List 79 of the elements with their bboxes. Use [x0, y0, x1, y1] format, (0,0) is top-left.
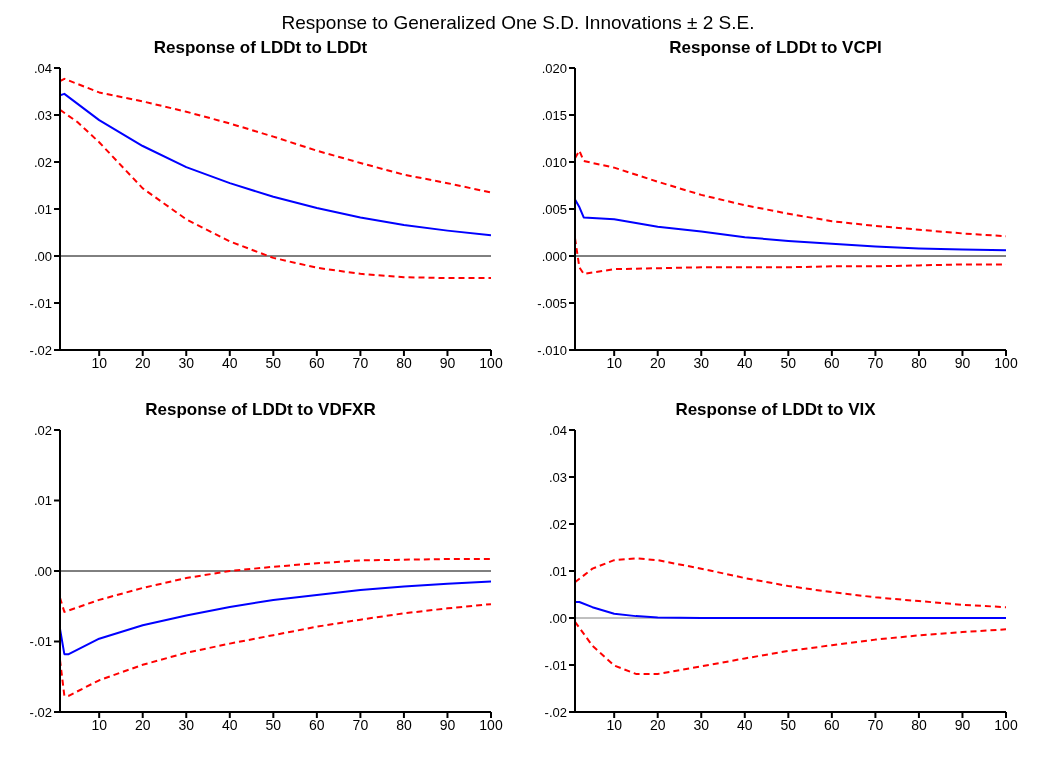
- x-tick-label: 60: [309, 716, 325, 733]
- x-tick-label: 20: [649, 716, 666, 733]
- x-tick-label: 30: [693, 354, 710, 371]
- x-tick-label: 10: [91, 354, 108, 371]
- x-tick-label: 80: [911, 716, 927, 733]
- x-tick-label: 70: [867, 716, 884, 733]
- y-tick-label: .02: [33, 422, 52, 438]
- x-tick-label: 40: [222, 354, 238, 371]
- x-tick-label: 10: [606, 716, 623, 733]
- line-series: [575, 620, 1006, 675]
- x-tick-label: 20: [134, 354, 151, 371]
- y-tick-label: .00: [33, 248, 52, 264]
- x-tick-label: 50: [265, 716, 282, 733]
- x-tick-label: 40: [737, 716, 753, 733]
- chart-title: Response of LDDt to VDFXR: [144, 400, 377, 421]
- y-tick-label: -.01: [544, 657, 567, 673]
- x-tick-label: 70: [352, 354, 369, 371]
- x-tick-label: 100: [479, 354, 503, 371]
- x-tick-label: 40: [737, 354, 753, 371]
- y-tick-label: .005: [541, 201, 567, 217]
- x-tick-label: 10: [606, 354, 623, 371]
- y-tick-label: -.02: [544, 704, 567, 720]
- y-tick-label: -.02: [29, 704, 52, 720]
- y-tick-label: -.005: [537, 295, 567, 311]
- y-tick-label: .02: [548, 516, 567, 532]
- x-tick-label: 90: [954, 354, 971, 371]
- y-tick-label: -.01: [29, 295, 52, 311]
- chart-title: Response of LDDt to LDDt: [152, 38, 369, 59]
- text: Response to Generalized One S.D. Innovations ± 2 S.E.: [280, 11, 756, 35]
- line-series: [575, 601, 1006, 619]
- y-tick-label: -.02: [29, 342, 52, 358]
- x-tick-label: 100: [479, 716, 503, 733]
- line-series: [60, 92, 491, 237]
- line-series: [60, 580, 491, 656]
- x-tick-label: 60: [824, 716, 840, 733]
- y-tick-label: .015: [541, 107, 567, 123]
- x-tick-label: 30: [178, 354, 195, 371]
- x-tick-label: 80: [911, 354, 927, 371]
- x-tick-label: 70: [867, 354, 884, 371]
- x-tick-label: 80: [396, 716, 412, 733]
- line-series: [60, 603, 491, 697]
- x-tick-label: 70: [352, 716, 369, 733]
- x-tick-label: 60: [824, 354, 840, 371]
- y-tick-label: .00: [548, 610, 567, 626]
- line-series: [575, 198, 1006, 252]
- chart-title: Response of LDDt to VCPI: [668, 38, 883, 59]
- x-tick-label: 50: [780, 354, 797, 371]
- y-tick-label: .01: [548, 563, 567, 579]
- x-tick-label: 90: [954, 716, 971, 733]
- line-series: [575, 557, 1006, 609]
- x-tick-label: 90: [439, 716, 456, 733]
- y-tick-label: .02: [33, 154, 52, 170]
- y-tick-label: .04: [548, 422, 567, 438]
- x-tick-label: 100: [994, 354, 1018, 371]
- y-tick-label: .01: [33, 201, 52, 217]
- y-tick-label: .000: [541, 248, 567, 264]
- y-tick-label: .020: [541, 60, 567, 76]
- y-tick-label: .04: [33, 60, 52, 76]
- chart-title: Response of LDDt to VIX: [674, 400, 877, 421]
- x-tick-label: 90: [439, 354, 456, 371]
- y-tick-label: .01: [33, 493, 52, 509]
- x-tick-label: 60: [309, 354, 325, 371]
- x-tick-label: 40: [222, 716, 238, 733]
- x-tick-label: 20: [649, 354, 666, 371]
- x-tick-label: 10: [91, 716, 108, 733]
- y-tick-label: -.010: [537, 342, 567, 358]
- y-tick-label: .03: [33, 107, 52, 123]
- x-tick-label: 30: [178, 716, 195, 733]
- x-tick-label: 50: [265, 354, 282, 371]
- x-tick-label: 20: [134, 716, 151, 733]
- y-tick-label: -.01: [29, 634, 52, 650]
- y-tick-label: .00: [33, 563, 52, 579]
- line-series: [60, 77, 491, 194]
- x-tick-label: 100: [994, 716, 1018, 733]
- x-tick-label: 30: [693, 716, 710, 733]
- y-tick-label: .010: [541, 154, 567, 170]
- x-tick-label: 50: [780, 716, 797, 733]
- y-tick-label: .03: [548, 469, 567, 485]
- x-tick-label: 80: [396, 354, 412, 371]
